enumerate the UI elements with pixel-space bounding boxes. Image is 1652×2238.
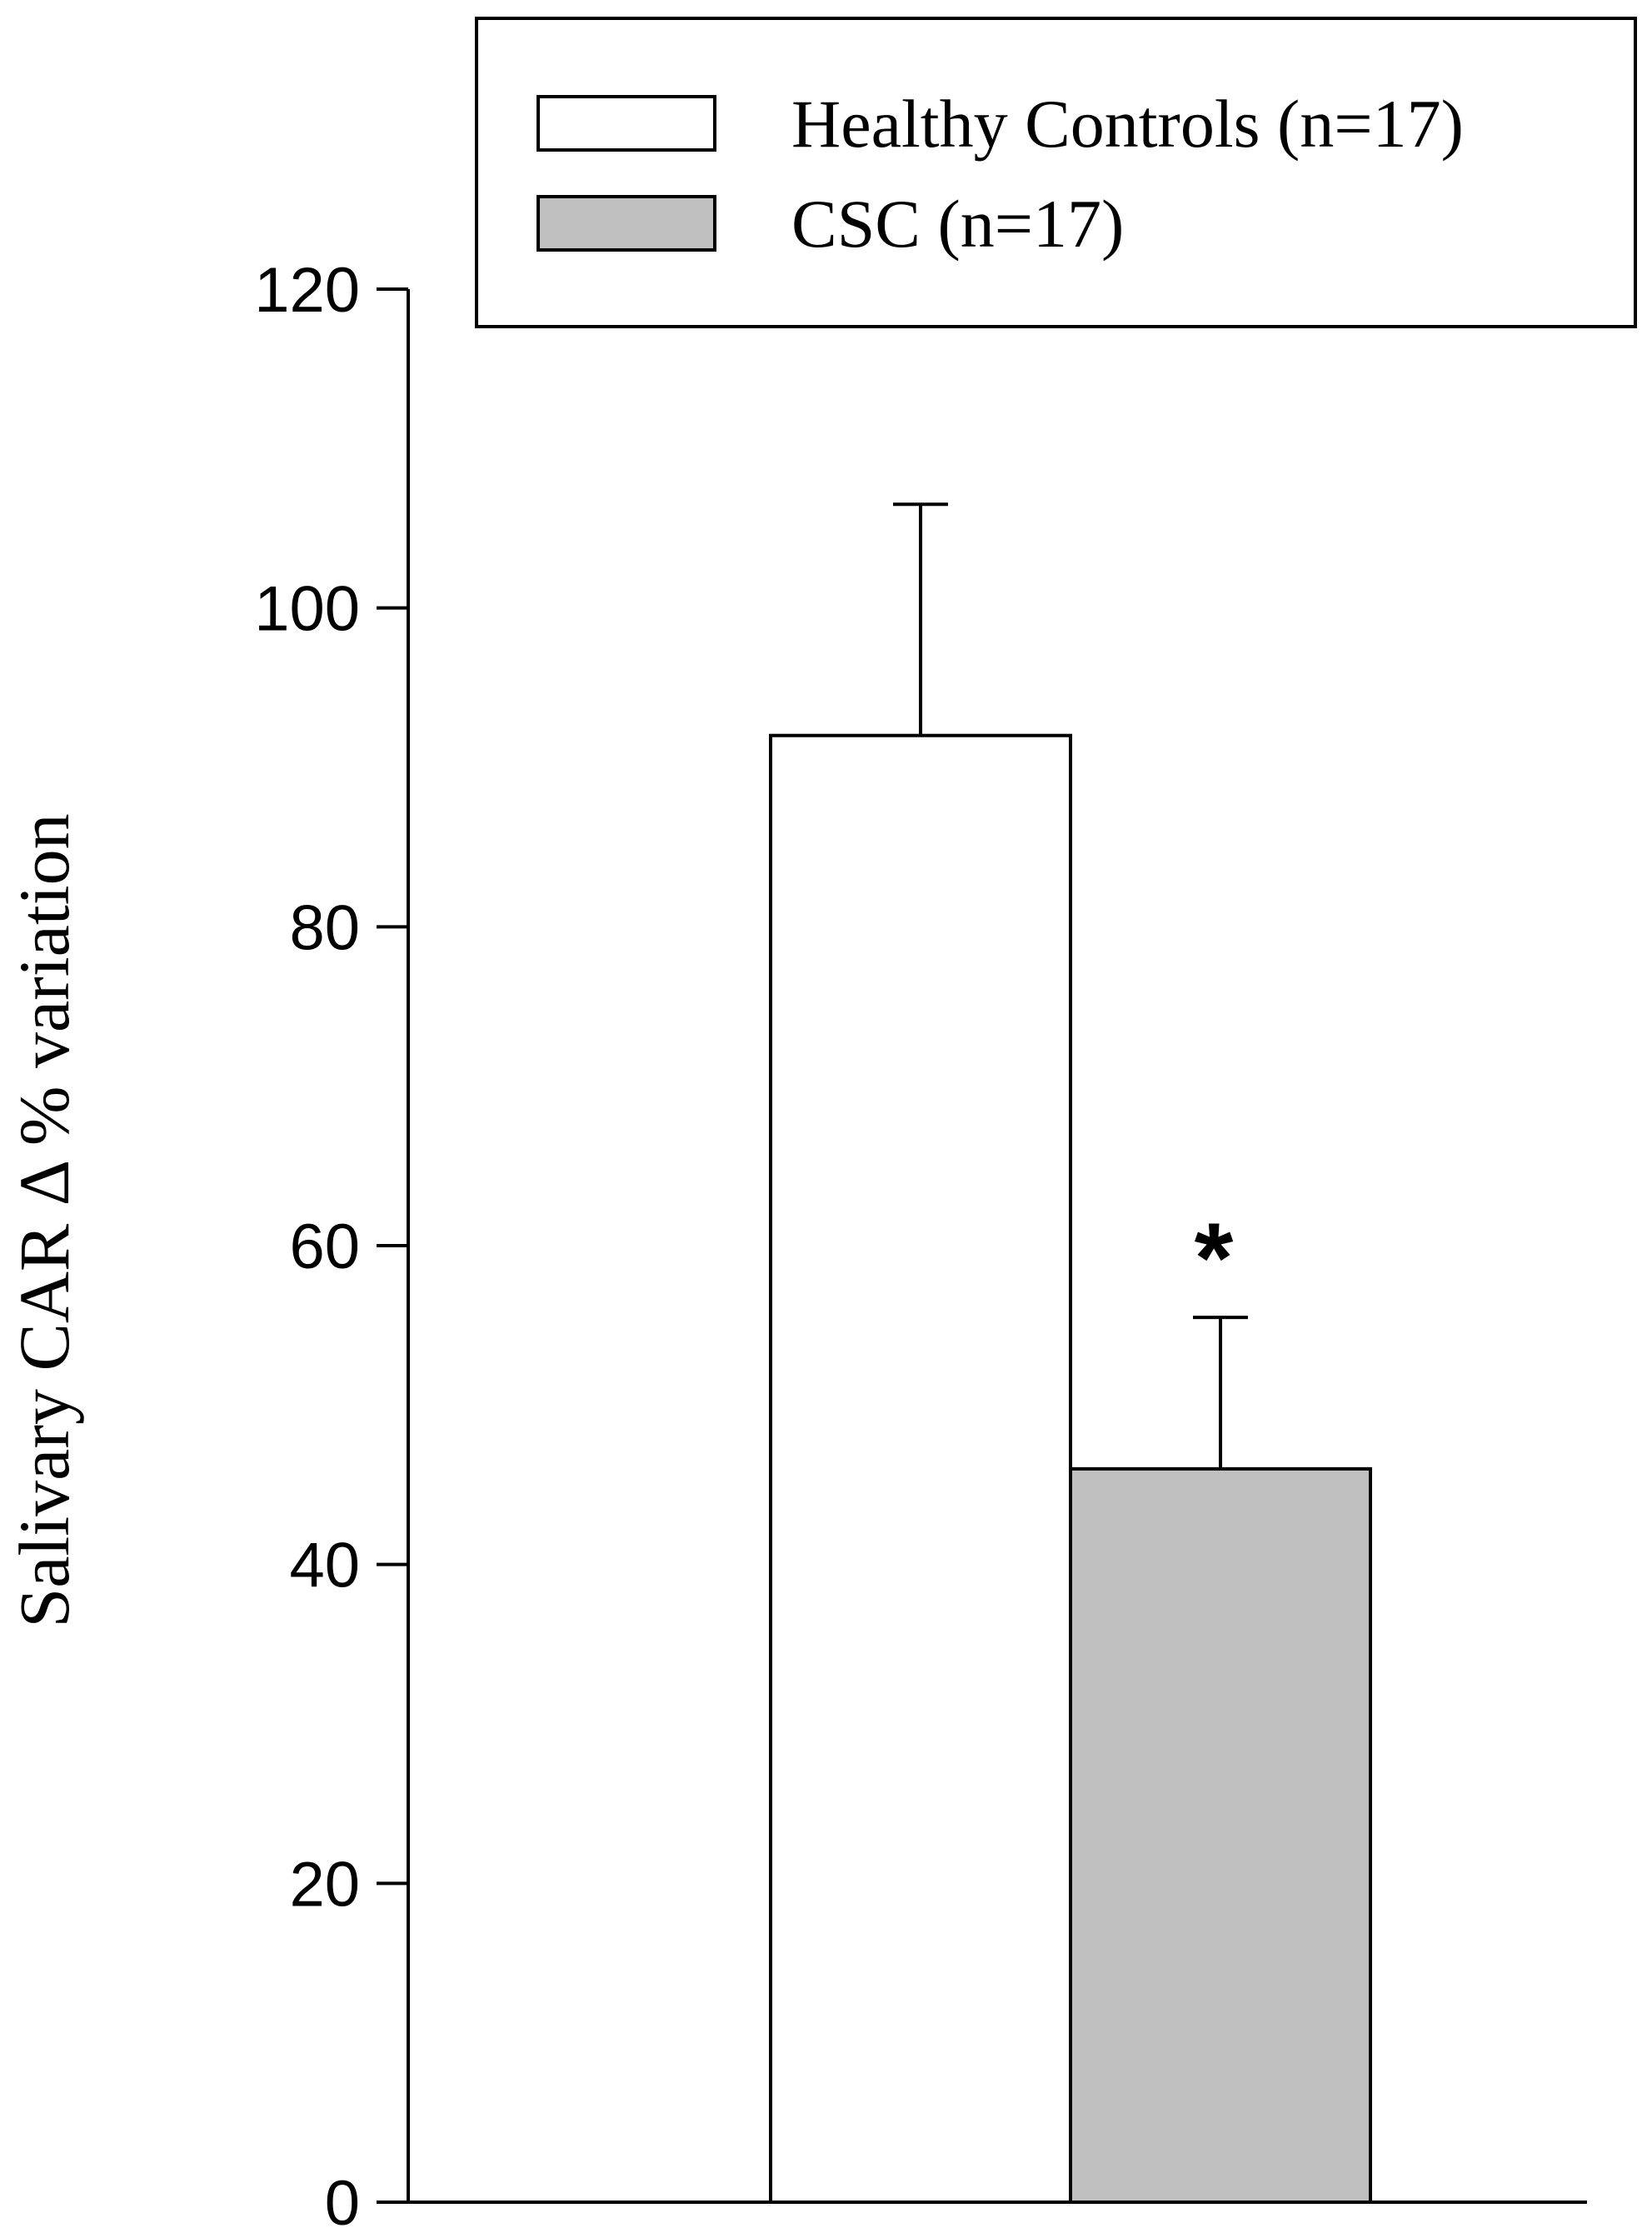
bar-0 xyxy=(769,733,1072,2205)
y-tick-label-80: 80 xyxy=(289,892,360,963)
y-tick-label-100: 100 xyxy=(254,574,360,645)
legend: Healthy Controls (n=17) CSC (n=17) xyxy=(475,17,1637,328)
legend-swatch-1 xyxy=(537,195,716,252)
y-tick-label-40: 40 xyxy=(289,1531,360,1601)
y-tick-label-0: 0 xyxy=(325,2168,360,2238)
legend-box xyxy=(475,17,1637,328)
legend-label-0: Healthy Controls (n=17) xyxy=(791,86,1464,162)
bars xyxy=(769,502,1372,2205)
annotations: * xyxy=(1195,1202,1234,1314)
legend-label-1: CSC (n=17) xyxy=(791,186,1124,262)
y-tick-label-60: 60 xyxy=(289,1211,360,1282)
legend-swatch-0 xyxy=(537,95,716,152)
y-tick-label-20: 20 xyxy=(289,1849,360,1920)
y-axis-label: Salivary CAR Δ % variation xyxy=(4,813,84,1627)
bar-1 xyxy=(1069,1466,1372,2205)
y-tick-label-120: 120 xyxy=(254,255,360,326)
y-axis: 0 20 40 60 80 100 120 xyxy=(254,255,1587,2238)
significance-marker: * xyxy=(1195,1202,1234,1314)
